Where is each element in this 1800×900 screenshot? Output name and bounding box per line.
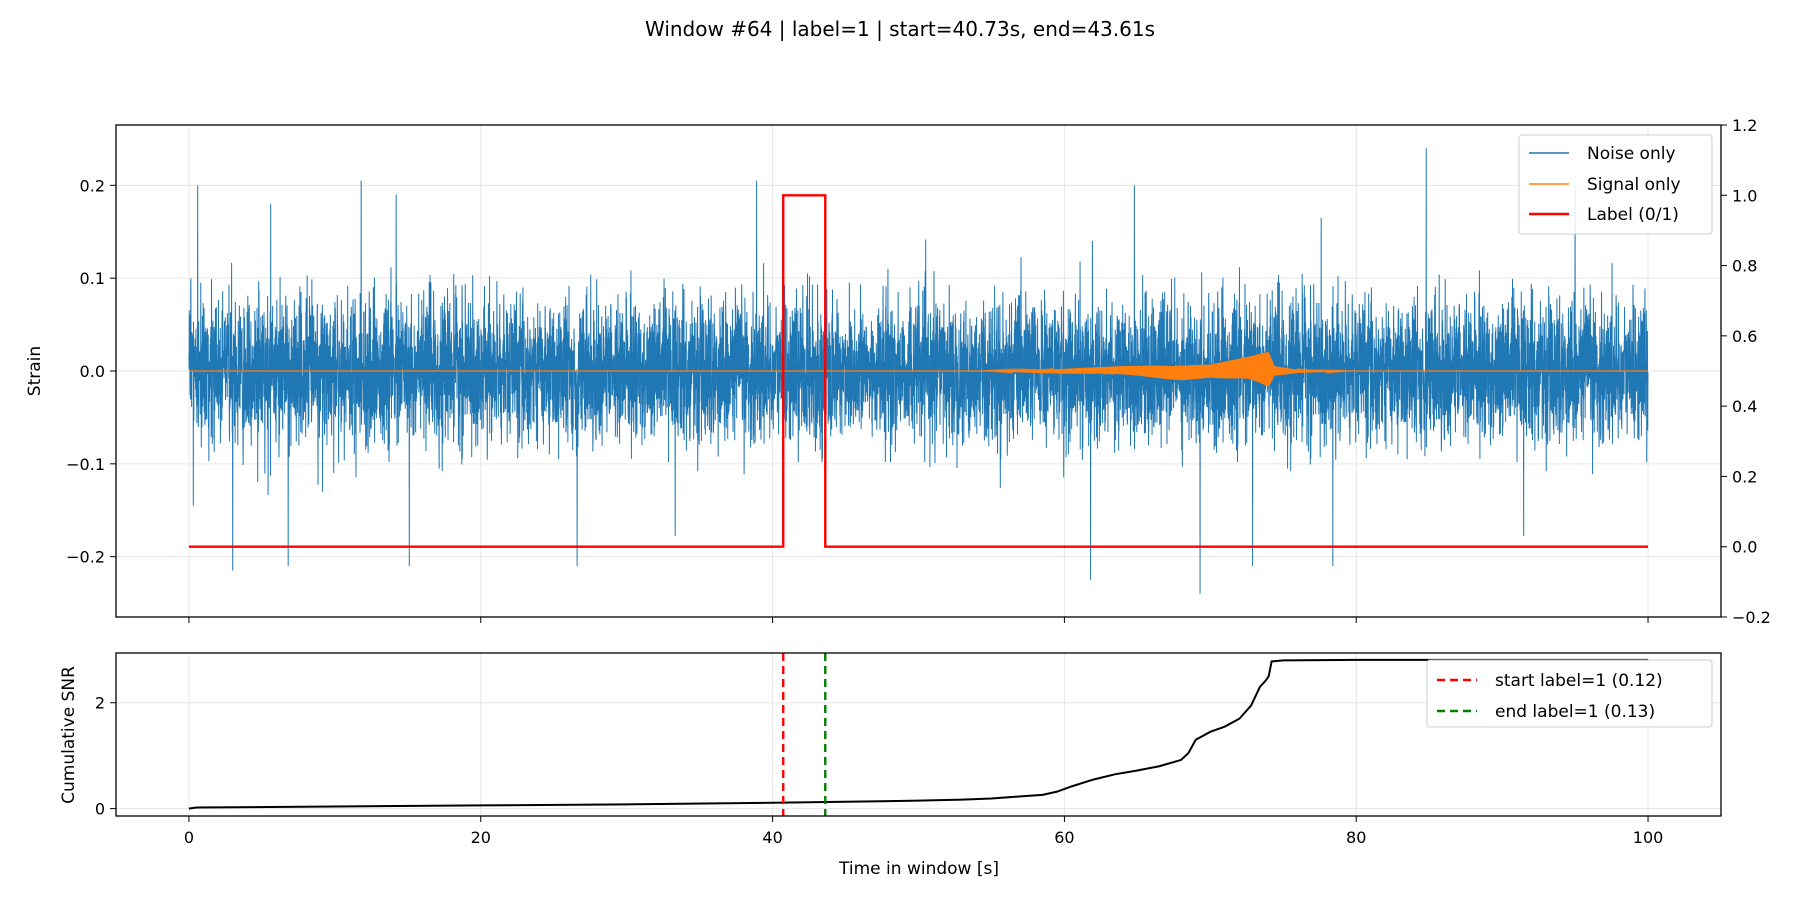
snr-x-tick-label: 80 bbox=[1346, 828, 1366, 847]
label-y-tick-label: 1.0 bbox=[1732, 186, 1757, 205]
label-y-tick-label: −0.2 bbox=[1732, 608, 1771, 627]
strain-y-axis-label: Strain bbox=[25, 346, 45, 396]
strain-y-tick-label: 0.0 bbox=[80, 362, 105, 381]
snr-y-tick-label: 2 bbox=[95, 694, 105, 713]
noise-only-line bbox=[188, 148, 1649, 594]
label-y-tick-label: 1.2 bbox=[1732, 116, 1757, 135]
legend-label-label: Label (0/1) bbox=[1587, 205, 1679, 225]
snr-x-tick-label: 40 bbox=[762, 828, 782, 847]
snr-axes-frame bbox=[115, 652, 1722, 817]
strain-panel: −0.2 −0.1 0.0 0.1 0.2 −0.2 0.0 0.2 0.4 0.6 0.8 1.0… bbox=[25, 116, 1771, 627]
label-y-tick-label: 0.4 bbox=[1732, 397, 1757, 416]
strain-y-tick-label: 0.2 bbox=[80, 176, 105, 195]
snr-legend: start label=1 (0.12) end label=1 (0.13) bbox=[1426, 659, 1713, 728]
legend-label-signal-only: Signal only bbox=[1587, 175, 1681, 195]
label-y-tick-label: 0.0 bbox=[1732, 538, 1757, 557]
strain-legend-box bbox=[1518, 134, 1713, 235]
strain-y-tick-label: −0.1 bbox=[66, 455, 105, 474]
legend-label-noise-only: Noise only bbox=[1587, 144, 1676, 164]
signal-only-line bbox=[188, 352, 1649, 387]
noise-only-series bbox=[188, 148, 1649, 594]
label-y-tick-label: 0.8 bbox=[1732, 257, 1757, 276]
strain-y-ticks: −0.2 −0.1 0.0 0.1 0.2 bbox=[66, 176, 116, 567]
legend-label-start-line: start label=1 (0.12) bbox=[1495, 671, 1663, 691]
snr-x-tick-label: 20 bbox=[471, 828, 491, 847]
cumulative-snr-series bbox=[188, 658, 1649, 810]
snr-y-ticks: 02 bbox=[95, 694, 116, 819]
label-boundary-lines bbox=[782, 653, 827, 816]
label-step-series bbox=[188, 194, 1649, 548]
cumulative-snr-line bbox=[188, 658, 1649, 810]
snr-legend-box bbox=[1426, 659, 1713, 728]
snr-y-axis-label: Cumulative SNR bbox=[59, 666, 79, 804]
strain-x-ticks bbox=[188, 617, 1649, 623]
label-y-ticks: −0.2 0.0 0.2 0.4 0.6 0.8 1.0 1.2 bbox=[1721, 116, 1771, 627]
x-axis-label: Time in window [s] bbox=[838, 859, 999, 879]
snr-x-tick-label: 60 bbox=[1054, 828, 1074, 847]
signal-only-series bbox=[188, 352, 1649, 387]
snr-x-tick-label: 0 bbox=[184, 828, 194, 847]
label-step-line bbox=[188, 194, 1649, 548]
snr-panel: 02 0 20 40 60 80 100 Cumulative SNR Time in w… bbox=[59, 652, 1722, 879]
label-y-tick-label: 0.2 bbox=[1732, 467, 1757, 486]
strain-y-tick-label: −0.2 bbox=[66, 548, 105, 567]
strain-legend: Noise only Signal only Label (0/1) bbox=[1518, 134, 1713, 235]
snr-x-tick-label: 100 bbox=[1633, 828, 1664, 847]
figure-title: Window #64 | label=1 | start=40.73s, end… bbox=[645, 17, 1155, 41]
snr-x-ticks: 0 20 40 60 80 100 bbox=[184, 816, 1663, 847]
snr-y-tick-label: 0 bbox=[95, 800, 105, 819]
strain-y-tick-label: 0.1 bbox=[80, 269, 105, 288]
label-y-tick-label: 0.6 bbox=[1732, 327, 1757, 346]
legend-label-end-line: end label=1 (0.13) bbox=[1495, 702, 1655, 722]
